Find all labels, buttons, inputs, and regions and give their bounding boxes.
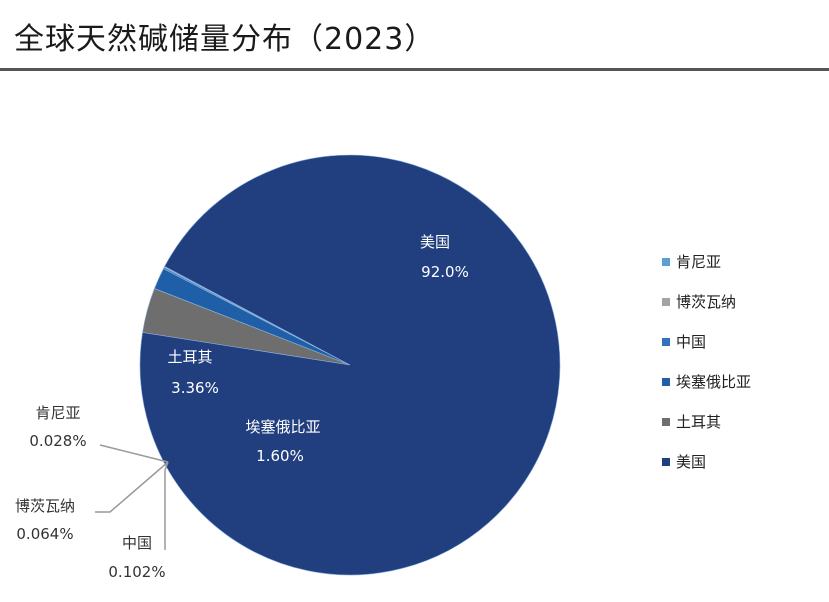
chart-title: 全球天然碱储量分布（2023） xyxy=(14,22,436,57)
leader-line-china xyxy=(164,461,169,550)
legend-label-1: 博茨瓦纳 xyxy=(676,293,736,311)
slice-name-label-china: 中国 xyxy=(122,534,152,552)
title-divider xyxy=(0,68,829,71)
leader-line-botswana xyxy=(95,461,169,513)
legend-swatch-2 xyxy=(662,338,670,346)
legend-label-2: 中国 xyxy=(676,333,706,351)
legend-label-5: 美国 xyxy=(676,453,706,471)
slice-value-label-us: 92.0% xyxy=(421,263,469,281)
slice-value-label-ethiopia: 1.60% xyxy=(256,447,304,465)
slice-value-label-turkey: 3.36% xyxy=(171,379,219,397)
slice-name-label-us: 美国 xyxy=(420,233,450,251)
slice-name-label-turkey: 土耳其 xyxy=(167,348,212,366)
leader-line-kenya xyxy=(99,444,169,463)
pie-slice-5 xyxy=(139,154,561,576)
slice-name-label-botswana: 博茨瓦纳 xyxy=(15,497,75,515)
slice-name-label-kenya: 肯尼亚 xyxy=(35,404,80,422)
legend-swatch-4 xyxy=(662,418,670,426)
legend-label-4: 土耳其 xyxy=(676,413,721,431)
legend-swatch-1 xyxy=(662,298,670,306)
legend-label-0: 肯尼亚 xyxy=(676,253,721,271)
legend-swatch-0 xyxy=(662,258,670,266)
slice-value-label-botswana: 0.064% xyxy=(16,525,73,543)
legend-swatch-5 xyxy=(662,458,670,466)
slice-name-label-ethiopia: 埃塞俄比亚 xyxy=(245,418,320,436)
legend-label-3: 埃塞俄比亚 xyxy=(676,373,751,391)
slice-value-label-kenya: 0.028% xyxy=(29,432,86,450)
legend-swatch-3 xyxy=(662,378,670,386)
slice-value-label-china: 0.102% xyxy=(108,563,165,581)
